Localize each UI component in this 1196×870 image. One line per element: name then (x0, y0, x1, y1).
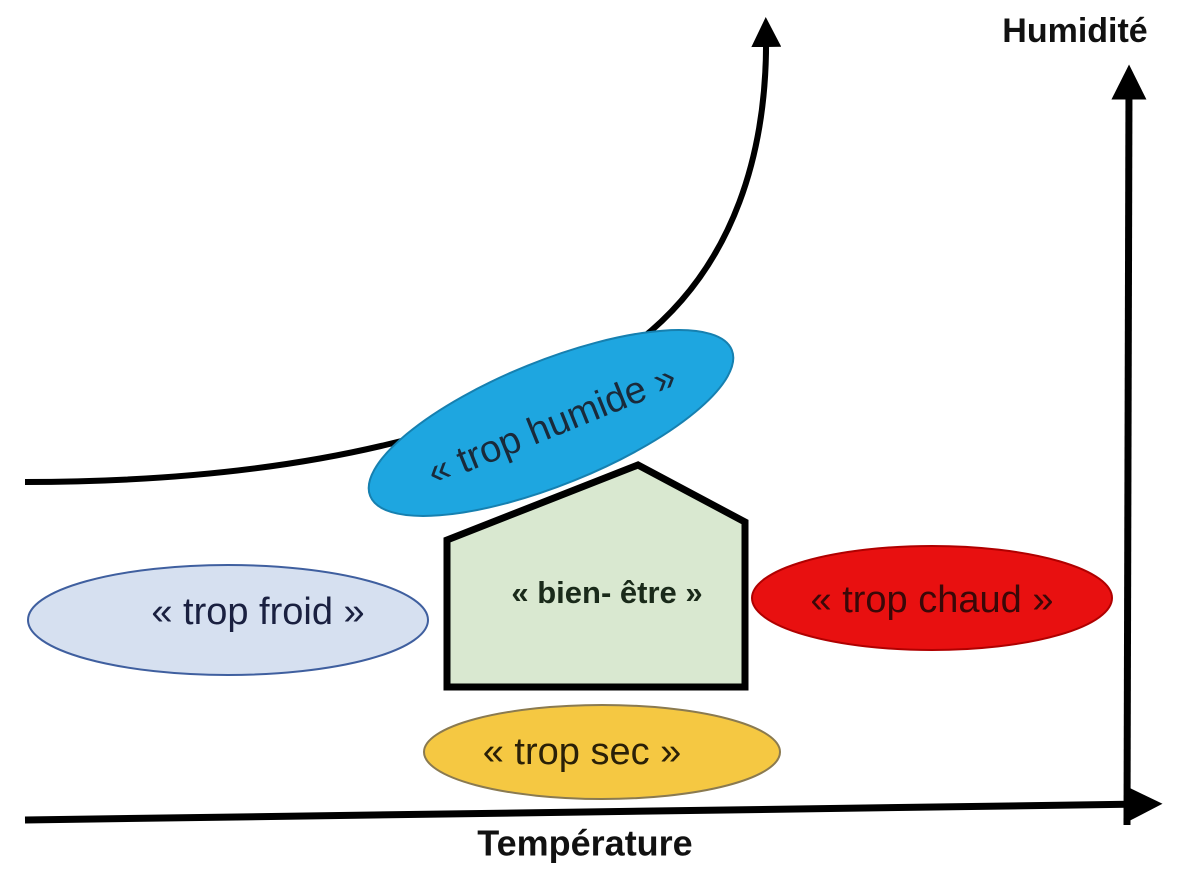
humid-ellipse (367, 329, 735, 517)
cold-ellipse (27, 564, 429, 676)
dry-label: « trop sec » (483, 731, 682, 773)
comfort-label: « bien- être » (511, 575, 702, 610)
x-axis-label: Température (477, 823, 692, 864)
cold-label: « trop froid » (151, 591, 364, 633)
y-axis-label: Humidité (1002, 12, 1147, 50)
hot-label: « trop chaud » (811, 579, 1054, 621)
x-axis (24, 786, 1163, 824)
hot-ellipse (751, 545, 1113, 651)
dry-ellipse (423, 704, 781, 800)
y-axis (1111, 64, 1147, 826)
comfort-zone (443, 461, 749, 691)
